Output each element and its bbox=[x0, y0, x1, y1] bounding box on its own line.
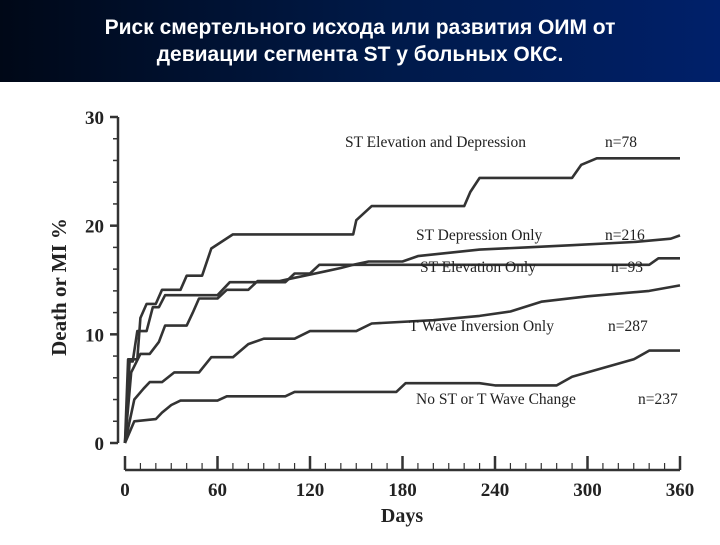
series-label-st-depression-only: ST Depression Only bbox=[416, 227, 543, 244]
y-axis-label: Death or MI % bbox=[47, 218, 71, 356]
series-line-st-elevation-only bbox=[123, 256, 680, 444]
series-count-st-elevation-and-depression: n=78 bbox=[605, 134, 637, 151]
y-tick-label: 20 bbox=[85, 217, 104, 238]
x-tick-label: 120 bbox=[296, 480, 325, 501]
series-labels-group: ST Elevation and Depression n=78 ST Depres… bbox=[345, 134, 678, 408]
y-tick-label: 30 bbox=[85, 108, 104, 129]
series-line-st-depression-only bbox=[123, 234, 681, 444]
series-label-st-elevation-only: ST Elevation Only bbox=[420, 259, 536, 276]
series-count-no-st-or-t-wave-change: n=237 bbox=[638, 391, 678, 408]
series-count-t-wave-inversion-only: n=287 bbox=[608, 318, 648, 335]
x-tick-label: 60 bbox=[208, 480, 227, 501]
slide-header: Риск смертельного исхода или развития ОИ… bbox=[0, 0, 720, 82]
slide-title-line-1: Риск смертельного исхода или развития ОИ… bbox=[104, 16, 616, 39]
x-tick-label: 180 bbox=[388, 480, 417, 501]
y-tick-label: 10 bbox=[85, 325, 104, 346]
series-line-t-wave-inversion-only bbox=[123, 284, 681, 444]
y-tick-label: 0 bbox=[95, 434, 105, 455]
x-axis-label: Days bbox=[381, 505, 423, 527]
x-tick-label: 360 bbox=[666, 480, 695, 501]
x-tick-label: 300 bbox=[573, 480, 602, 501]
x-tick-label: 240 bbox=[481, 480, 510, 501]
series-count-st-elevation-only: n=93 bbox=[611, 259, 643, 276]
chart-area: 0 10 20 30 0 60 120 180 240 300 360 ST Elevation a… bbox=[0, 82, 720, 540]
slide-title-line-2: девиации сегмента ST у больных ОКС. bbox=[156, 43, 564, 66]
series-label-st-elevation-and-depression: ST Elevation and Depression bbox=[345, 134, 526, 151]
series-label-t-wave-inversion-only: T Wave Inversion Only bbox=[409, 318, 554, 335]
series-line-st-elevation-and-depression bbox=[123, 157, 680, 444]
series-count-st-depression-only: n=216 bbox=[605, 227, 645, 244]
series-label-no-st-or-t-wave-change: No ST or T Wave Change bbox=[416, 391, 576, 408]
series-lines-group bbox=[123, 157, 681, 444]
series-line-no-st-or-t-wave-change bbox=[123, 349, 680, 444]
slide-title: Риск смертельного исхода или развития ОИ… bbox=[75, 14, 646, 68]
x-tick-label: 0 bbox=[120, 480, 130, 501]
